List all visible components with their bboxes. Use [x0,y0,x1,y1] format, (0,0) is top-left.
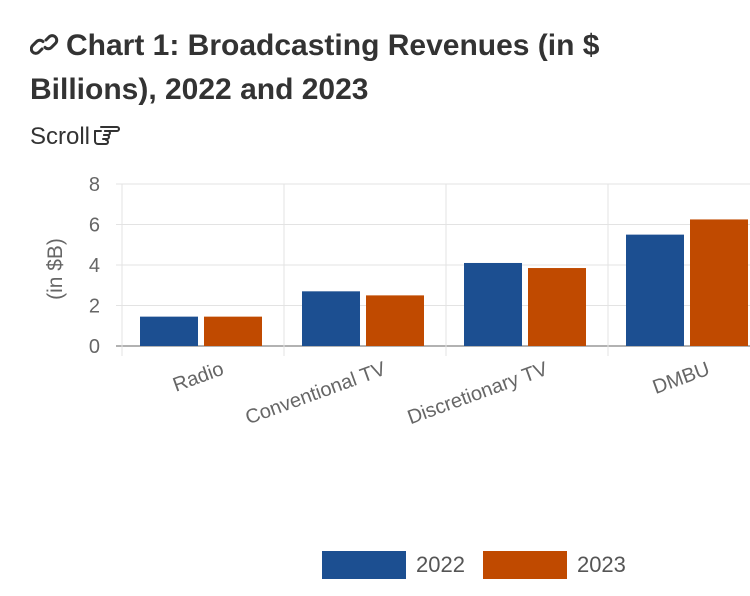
pointing-hand-icon [92,123,120,147]
link-icon[interactable] [29,27,60,55]
legend-swatch-2023 [482,551,567,579]
scroll-label: Scroll [30,123,91,150]
scroll-hint: Scroll [30,122,730,152]
y-tick-label: 0 [89,336,100,358]
page-title: Chart 1: Broadcasting Revenues (in $ Bil… [30,29,600,106]
chart-title-line: Chart 1: Broadcasting Revenues (in $ Bil… [29,24,730,112]
y-tick-label: 8 [89,174,100,196]
y-tick-label: 4 [89,255,100,277]
bar-2022-discretionary-tv[interactable] [464,262,522,346]
y-tick-label: 2 [89,296,100,318]
bars [140,219,748,346]
bar-chart: 0 2 4 6 8 Radio Conventional TV Discretionary T… [44,174,750,429]
bar-2022-dmbu[interactable] [626,234,684,346]
bar-2023-conventional-tv[interactable] [366,295,424,346]
x-tick-label: Radio [170,358,227,397]
legend-label-2023: 2023 [576,552,626,577]
legend-swatch-2022 [322,551,406,579]
y-tick-label: 6 [89,215,100,237]
bar-2023-discretionary-tv[interactable] [528,268,586,346]
bar-2022-radio[interactable] [140,316,198,346]
bar-2022-conventional-tv[interactable] [302,291,360,346]
legend-item-2023[interactable]: 2023 [482,551,626,579]
chart-header: Chart 1: Broadcasting Revenues (in $ Bil… [29,24,730,152]
chart-legend: 2022 2023 [322,551,644,579]
x-tick-label: DMBU [650,358,713,399]
bar-2023-dmbu[interactable] [690,219,748,346]
x-tick-label: Conventional TV [243,358,390,429]
y-axis-title: (in $B) [44,238,67,300]
x-tick-label: Discretionary TV [405,358,552,429]
legend-item-2022[interactable]: 2022 [322,551,465,579]
legend-label-2022: 2022 [416,552,465,577]
bar-2023-radio[interactable] [204,316,262,346]
